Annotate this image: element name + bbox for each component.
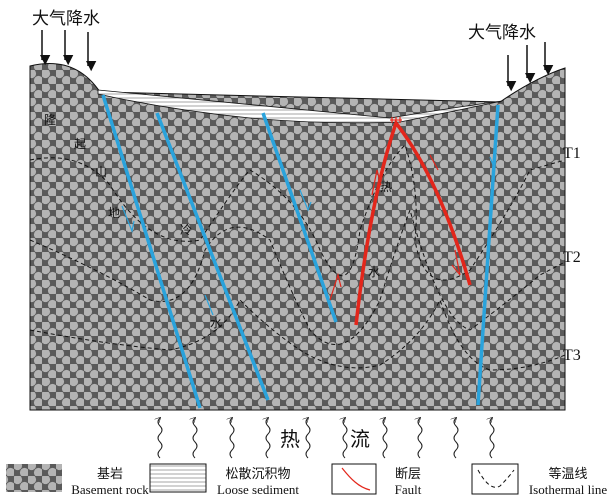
heat-flow-label: 热 [280,428,300,451]
uplift-label: 隆 [44,112,56,127]
heat-flow-arrow [306,418,311,459]
cold-faults [101,94,500,409]
heat-flow-arrow [454,418,459,459]
heat-flow-arrow [343,418,348,459]
legend-label: 松散沉积物 [225,466,290,481]
hot-water-label: 热 [380,180,392,194]
legend-label: Basement rock [71,482,149,497]
hot-fault [354,119,472,326]
precipitation-label: 大气降水 [468,23,536,42]
uplift-label: 起 [74,137,86,151]
heat-flow-label: 流 [350,428,370,451]
isotherm-label: T3 [563,347,581,364]
heat-flow-arrow [490,418,495,459]
loose-sediment [97,89,503,124]
legend-swatch-fault [331,463,377,495]
hot-water-label: 水 [368,265,380,279]
basement-rock [29,63,566,411]
legend-label: 基岩 [97,466,123,481]
isotherms [29,144,566,371]
cold-water-label: 水 [210,316,222,330]
legend-label: Fault [395,482,422,497]
heat-flow-arrow [230,418,235,459]
legend-swatch-isotherm [471,463,519,495]
legend-label: Isothermal line [529,482,608,497]
legend-label: Loose sediment [217,482,299,497]
heat-flow-arrow [158,418,163,459]
isotherm-label: T1 [563,145,581,162]
uplift-label: 地 [108,206,120,220]
legend-swatch-sediment [149,463,207,493]
legend-label: 等温线 [548,466,587,481]
uplift-label: 山 [95,165,107,179]
heat-flow-arrow [418,418,423,459]
precipitation-label: 大气降水 [32,9,100,28]
cold-water-label: 冷 [180,223,192,237]
isotherm-label: T2 [563,249,581,266]
heat-flow-arrow [383,418,388,459]
heat-flow-arrow [193,418,198,459]
legend-swatch-rock [6,464,62,492]
heat-flow-arrows [158,418,495,459]
heat-flow-arrow [266,418,271,459]
precipitation-arrows [39,30,554,92]
legend-label: 断层 [395,466,421,481]
